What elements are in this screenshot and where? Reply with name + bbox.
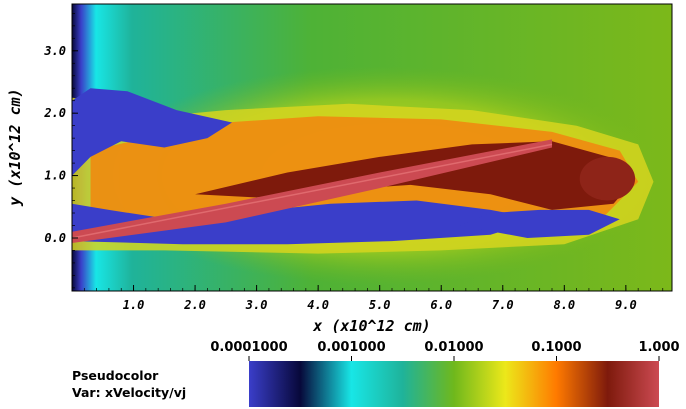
- x-tick-label: 4.0: [307, 298, 329, 312]
- colorbar: 0.0001000 0.001000 0.01000 0.1000 1.000: [210, 340, 680, 407]
- jet-head: [579, 156, 636, 201]
- colorbar-tick-label: 0.001000: [317, 340, 385, 355]
- colorbar-tick-label: 0.01000: [424, 340, 483, 355]
- y-tick-label: 2.0: [43, 106, 66, 120]
- plot-area: [72, 4, 672, 291]
- low-velocity-cocoon-upper: [72, 88, 232, 176]
- x-axis-ticks: 1.0 2.0 3.0 4.0 5.0 6.0 7.0 8.0 9.0: [83, 285, 664, 312]
- x-axis-title: x (x10^12 cm): [312, 317, 430, 335]
- plot-frame: [71, 3, 673, 292]
- y-axis-ticks: 0.0 1.0 2.0 3.0: [43, 13, 78, 289]
- colorbar-tick-label: 0.0001000: [210, 340, 287, 355]
- x-tick-label: 7.0: [492, 298, 514, 312]
- y-tick-label: 3.0: [43, 44, 66, 58]
- x-tick-label: 1.0: [123, 298, 145, 312]
- x-tick-label: 5.0: [369, 298, 391, 312]
- low-velocity-cocoon-lower: [72, 200, 540, 245]
- legend-variable: Var: xVelocity/vj: [72, 385, 186, 400]
- low-velocity-cocoon-right: [459, 209, 620, 238]
- jet-axis: [72, 143, 553, 239]
- colorbar-tick-label: 1.000: [638, 340, 679, 355]
- y-tick-label: 1.0: [44, 169, 66, 183]
- x-tick-label: 6.0: [430, 298, 452, 312]
- y-tick-label: 0.0: [44, 231, 66, 245]
- x-tick-label: 2.0: [183, 298, 206, 312]
- x-tick-label: 9.0: [615, 298, 637, 312]
- x-tick-label: 8.0: [553, 298, 575, 312]
- colorbar-tick-label: 0.1000: [531, 340, 581, 355]
- x-tick-label: 3.0: [245, 298, 268, 312]
- colorbar-gradient-bar: [249, 361, 659, 407]
- legend-title: Pseudocolor: [72, 368, 159, 383]
- y-axis-title: y (x10^12 cm): [6, 88, 24, 206]
